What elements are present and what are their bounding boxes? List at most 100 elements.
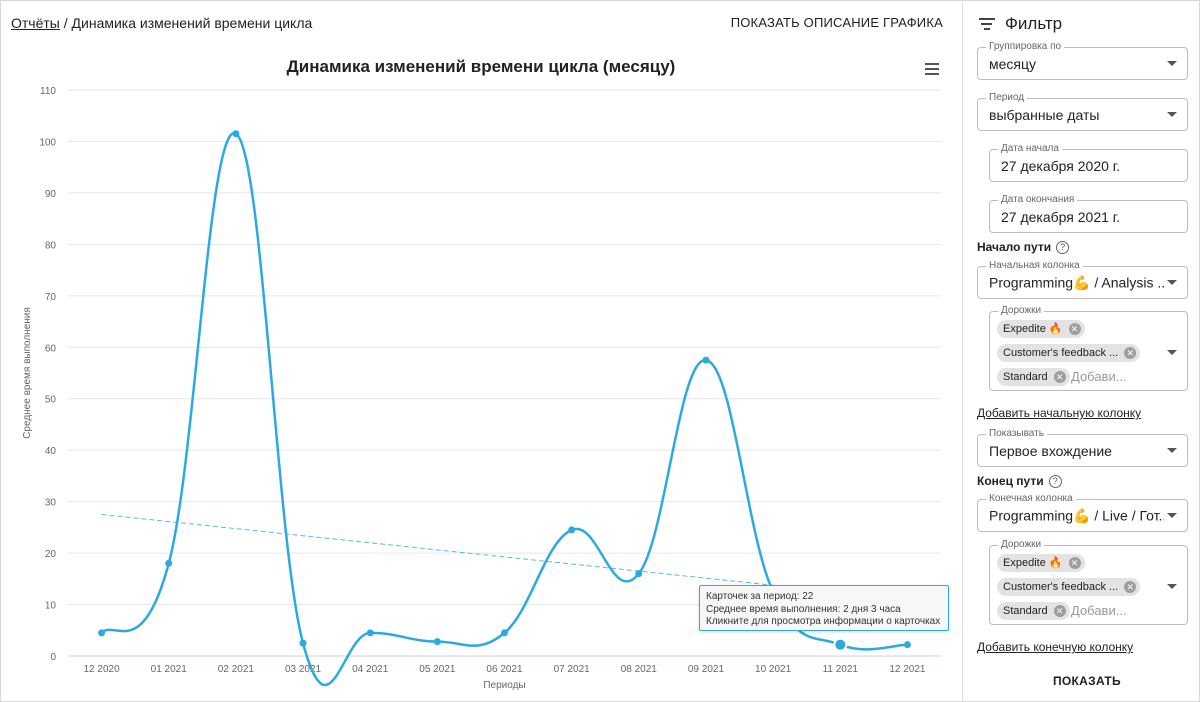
show-description-button[interactable]: ПОКАЗАТЬ ОПИСАНИЕ ГРАФИКА <box>730 15 943 30</box>
x-tick-label: 07 2021 <box>554 664 591 675</box>
grouping-select[interactable]: Группировка по месяцу <box>977 41 1188 80</box>
data-point <box>501 629 508 637</box>
end-date-value: 27 декабря 2021 г. <box>1001 208 1121 225</box>
lane-chip: Customer's feedback ... ✕ <box>997 578 1141 596</box>
chip-label: Expedite 🔥 <box>1003 557 1063 569</box>
show-mode-label: Показывать <box>986 428 1047 439</box>
y-tick-label: 110 <box>40 86 56 97</box>
show-mode-value: Первое вхождение <box>989 442 1112 459</box>
start-lanes-label: Дорожки <box>998 305 1045 316</box>
chart-title: Динамика изменений времени цикла (месяцу… <box>287 57 676 76</box>
chip-remove-icon[interactable]: ✕ <box>1068 557 1081 569</box>
lane-chip: Customer's feedback ... ✕ <box>997 344 1141 362</box>
tooltip-cards-count: Карточек за период: 22 <box>706 591 814 602</box>
show-mode-select[interactable]: Показывать Первое вхождение <box>977 428 1188 467</box>
path-start-title: Начало пути ? <box>977 240 1070 254</box>
chevron-down-icon <box>1167 60 1177 66</box>
tooltip-avg-time: Среднее время выполнения: 2 дня 3 часа <box>706 603 901 615</box>
chevron-down-icon <box>1167 279 1177 285</box>
end-lanes-select[interactable]: Дорожки Expedite 🔥 ✕ Customer's feedback … <box>989 539 1188 625</box>
chip-label: Standard <box>1003 371 1048 383</box>
filter-title: Фильтр <box>1005 14 1063 33</box>
grouping-value: месяцу <box>989 55 1037 72</box>
x-tick-label: 04 2021 <box>352 664 389 675</box>
end-column-label: Конечная колонка <box>986 493 1076 504</box>
chevron-down-icon <box>1167 512 1177 518</box>
lane-chip: Standard ✕ <box>997 602 1070 620</box>
end-lanes-label: Дорожки <box>998 539 1045 550</box>
grouping-label: Группировка по <box>986 41 1065 52</box>
breadcrumb-reports-link[interactable]: Отчёты <box>11 15 60 31</box>
x-tick-label: 11 2021 <box>823 664 859 675</box>
start-column-select[interactable]: Начальная колонка Programming💪 / Analysi… <box>977 260 1188 299</box>
x-tick-label: 02 2021 <box>218 664 255 675</box>
chevron-down-icon <box>1167 584 1177 589</box>
tooltip-hint: Кликните для просмотра информации о карт… <box>706 616 941 627</box>
x-tick-label: 10 2021 <box>755 664 792 675</box>
breadcrumb-separator: / <box>59 15 72 31</box>
help-icon[interactable]: ? <box>1056 240 1070 254</box>
chip-remove-icon[interactable]: ✕ <box>1053 605 1066 617</box>
chip-label: Customer's feedback ... <box>1003 581 1119 593</box>
chart-menu-icon[interactable] <box>925 63 939 75</box>
data-point <box>98 629 106 637</box>
x-tick-label: 03 2021 <box>285 664 322 675</box>
data-point <box>635 570 643 578</box>
lane-add-input[interactable]: Добави... <box>1071 369 1127 384</box>
breadcrumb: Отчёты / Динамика изменений времени цикл… <box>11 15 312 31</box>
lane-add-input[interactable]: Добави... <box>1071 603 1127 618</box>
add-start-column-link[interactable]: Добавить начальную колонку <box>977 406 1142 420</box>
chip-remove-icon[interactable]: ✕ <box>1124 581 1137 593</box>
start-column-label: Начальная колонка <box>986 260 1083 271</box>
data-point <box>299 639 307 647</box>
chevron-down-icon <box>1167 350 1177 355</box>
y-tick-label: 70 <box>45 292 57 303</box>
y-tick-label: 30 <box>45 498 57 509</box>
y-tick-label: 40 <box>45 446 57 457</box>
x-tick-label: 09 2021 <box>688 664 725 675</box>
x-tick-label: 06 2021 <box>486 664 523 675</box>
y-tick-label: 100 <box>39 137 56 148</box>
data-point <box>366 629 374 637</box>
start-column-value: Programming💪 / Analysis ... <box>989 274 1164 290</box>
y-tick-label: 0 <box>50 652 56 663</box>
start-date-value: 27 декабря 2020 г. <box>1001 157 1121 174</box>
help-icon[interactable]: ? <box>1048 474 1062 488</box>
path-end-title: Конец пути ? <box>977 474 1062 488</box>
x-tick-label: 12 2020 <box>83 664 120 675</box>
lane-chip: Expedite 🔥 ✕ <box>997 320 1085 338</box>
start-date-field[interactable]: Дата начала 27 декабря 2020 г. <box>989 143 1188 182</box>
data-point <box>903 641 911 649</box>
filter-icon <box>979 18 995 30</box>
y-tick-label: 90 <box>45 189 57 200</box>
y-axis-label: Среднее время выполнения <box>22 307 33 439</box>
chip-label: Customer's feedback ... <box>1003 347 1119 359</box>
lane-chip: Standard ✕ <box>997 368 1070 386</box>
end-date-field[interactable]: Дата окончания 27 декабря 2021 г. <box>989 194 1188 233</box>
data-point <box>433 638 441 646</box>
data-point <box>232 130 240 138</box>
y-tick-label: 50 <box>45 395 57 406</box>
chip-label: Standard <box>1003 605 1048 617</box>
data-point <box>568 526 576 534</box>
show-button[interactable]: ПОКАЗАТЬ <box>1053 674 1121 688</box>
period-select[interactable]: Период выбранные даты <box>977 92 1188 131</box>
chip-remove-icon[interactable]: ✕ <box>1068 323 1081 335</box>
chip-remove-icon[interactable]: ✕ <box>1053 371 1066 383</box>
series-line <box>100 132 908 687</box>
chart-tooltip[interactable]: Карточек за период: 22 Среднее время вып… <box>699 585 949 631</box>
data-point <box>702 356 710 364</box>
end-column-value: Programming💪 / Live / Гот... <box>989 507 1164 523</box>
y-tick-label: 60 <box>45 343 57 354</box>
chip-remove-icon[interactable]: ✕ <box>1124 347 1137 359</box>
x-axis-label: Периоды <box>483 680 525 691</box>
start-lanes-select[interactable]: Дорожки Expedite 🔥 ✕ Customer's feedback … <box>989 305 1188 391</box>
data-point <box>165 559 173 567</box>
chevron-down-icon <box>1167 111 1177 117</box>
filter-sidebar: Фильтр Группировка по месяцу Период выбр… <box>962 0 1200 702</box>
x-tick-label: 05 2021 <box>419 664 456 675</box>
add-end-column-link[interactable]: Добавить конечную колонку <box>977 640 1134 654</box>
x-tick-label: 12 2021 <box>889 664 926 675</box>
end-column-select[interactable]: Конечная колонка Programming💪 / Live / Г… <box>977 493 1188 532</box>
period-value: выбранные даты <box>989 106 1100 123</box>
